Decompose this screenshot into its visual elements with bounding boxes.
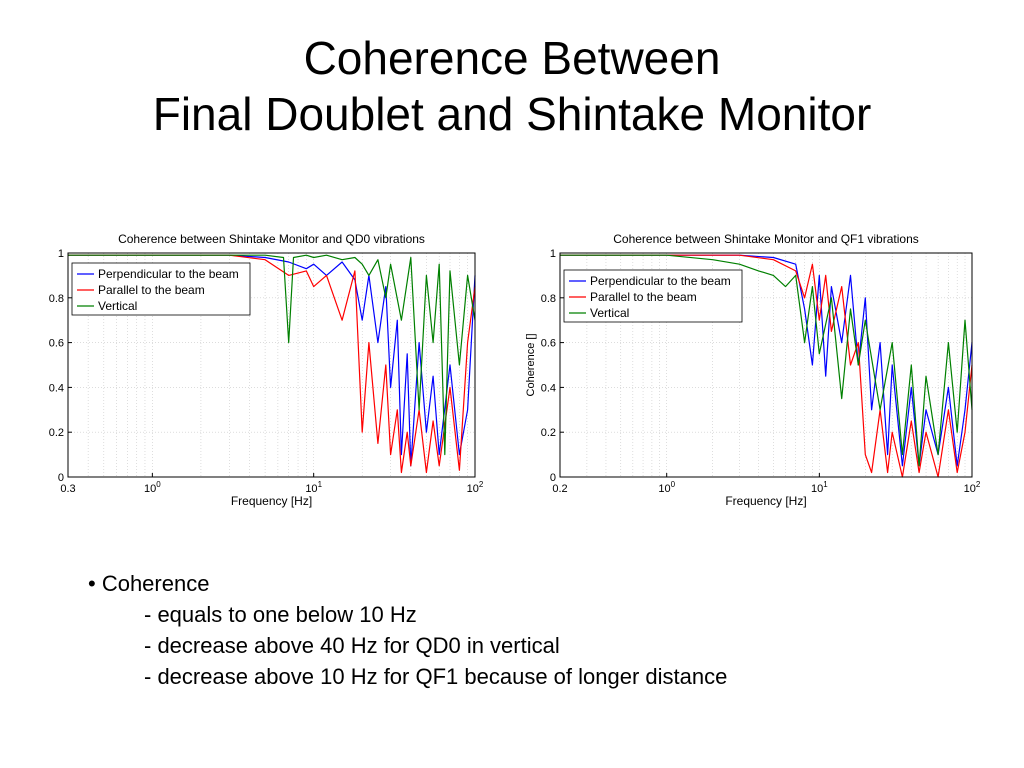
- x-tick-label: 102: [964, 480, 981, 495]
- x-axis-label: Frequency [Hz]: [725, 494, 806, 508]
- legend-label-2: Parallel to the beam: [98, 283, 205, 297]
- chart-legend: Perpendicular to the beam Parallel to the…: [563, 269, 743, 323]
- x-tick-label: 0.2: [552, 483, 567, 495]
- x-tick-label: 101: [305, 480, 322, 495]
- y-axis-label: Coherence []: [525, 334, 537, 397]
- bullet-list: • Coherence - equals to one below 10 Hz …: [88, 568, 727, 692]
- y-tick-label: 0: [550, 472, 556, 484]
- y-tick-label: 0.8: [49, 293, 64, 305]
- slide-title: Coherence Between Final Doublet and Shin…: [0, 30, 1024, 142]
- y-tick-label: 0.4: [541, 382, 556, 394]
- grid-lines: [67, 252, 475, 478]
- chart-title: Coherence between Shintake Monitor and Q…: [613, 232, 919, 246]
- legend-label-2: Parallel to the beam: [590, 290, 697, 304]
- chart-qd0-coherence: Coherence between Shintake Monitor and Q…: [49, 232, 484, 508]
- series-line-3: [560, 254, 973, 467]
- y-tick-label: 0.2: [49, 427, 64, 439]
- y-tick-label: 1: [550, 248, 556, 260]
- legend-label-3: Vertical: [590, 306, 629, 320]
- x-tick-label: 100: [658, 480, 675, 495]
- grid-lines: [560, 252, 972, 478]
- legend-box: [71, 262, 251, 316]
- series-line-3: [68, 254, 476, 456]
- x-tick-label: 101: [811, 480, 828, 495]
- x-tick-label: 102: [467, 480, 484, 495]
- legend-label-1: Perpendicular to the beam: [98, 267, 239, 281]
- x-axis-label: Frequency [Hz]: [231, 494, 312, 508]
- x-tick-label: 100: [144, 480, 161, 495]
- y-tick-label: 0.6: [49, 338, 64, 350]
- legend-label-1: Perpendicular to the beam: [590, 274, 731, 288]
- series-line-2: [68, 254, 476, 474]
- plot-area-frame: [559, 252, 973, 478]
- bullet-coherence: • Coherence: [88, 571, 210, 596]
- chart-qf1-coherence: Coherence between Shintake Monitor and Q…: [525, 232, 981, 508]
- slide-title-line-1: Coherence Between: [303, 32, 721, 84]
- y-tick-label: 1: [58, 248, 64, 260]
- bullet-sub-1: - equals to one below 10 Hz: [144, 602, 417, 627]
- chart-legend: Perpendicular to the beam Parallel to the…: [71, 262, 251, 316]
- bullet-sub-2: - decrease above 40 Hz for QD0 in vertic…: [144, 633, 560, 658]
- y-tick-label: 0.4: [49, 382, 64, 394]
- chart-title: Coherence between Shintake Monitor and Q…: [118, 232, 425, 246]
- series-line-2: [560, 254, 973, 478]
- plot-area-frame: [67, 252, 476, 478]
- legend-label-3: Vertical: [98, 299, 137, 313]
- y-tick-label: 0: [58, 472, 64, 484]
- y-tick-label: 0.8: [541, 293, 556, 305]
- x-tick-label: 0.3: [60, 483, 75, 495]
- bullet-sub-3: - decrease above 10 Hz for QF1 because o…: [144, 664, 728, 689]
- legend-box: [563, 269, 743, 323]
- y-tick-label: 0.2: [541, 427, 556, 439]
- slide-title-line-2: Final Doublet and Shintake Monitor: [152, 88, 872, 140]
- y-tick-label: 0.6: [541, 338, 556, 350]
- series-line-1: [68, 254, 476, 467]
